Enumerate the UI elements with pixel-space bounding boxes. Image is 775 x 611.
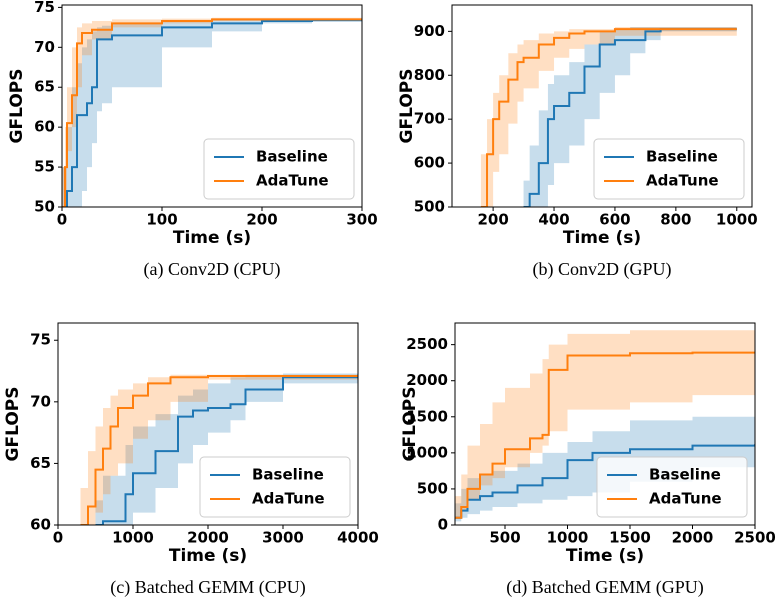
x-axis-label: Time (s) <box>173 228 251 248</box>
legend-box <box>199 456 351 518</box>
plot-area <box>62 17 362 207</box>
y-tick-label: 75 <box>30 331 51 349</box>
legend-label: Baseline <box>649 466 721 484</box>
legend: Baseline AdaTune <box>593 138 745 200</box>
x-tick-label: 1000 <box>716 211 758 229</box>
series-line <box>95 374 358 525</box>
subplot: 0 100 200 300 50 55 60 65 70 75 Time (s) GFLOPS (a) … <box>7 0 378 280</box>
y-tick-label: 1000 <box>406 443 448 461</box>
x-tick-label: 2500 <box>734 529 775 547</box>
axes-frame <box>454 322 756 526</box>
y-tick-label: 700 <box>414 110 445 128</box>
y-tick-label: 70 <box>34 38 55 56</box>
subplot: 500 1000 1500 2000 2500 0 500 1000 1500 2000 2500 T… <box>400 322 775 598</box>
y-tick-label: 1500 <box>406 407 448 425</box>
legend-label: AdaTune <box>256 172 329 190</box>
x-tick-label: 400 <box>538 211 569 229</box>
y-axis-label: GFLOPS <box>7 69 27 144</box>
x-tick-label: 3000 <box>262 529 304 547</box>
x-axis-label: Time (s) <box>566 546 644 566</box>
legend-label: AdaTune <box>649 490 722 508</box>
x-tick-label: 0 <box>57 211 67 229</box>
plot-area <box>80 372 358 525</box>
legend-label: AdaTune <box>646 172 719 190</box>
x-axis-label: Time (s) <box>563 228 641 248</box>
legend-label: Baseline <box>252 466 324 484</box>
x-tick-label: 1000 <box>547 529 589 547</box>
x-tick-label: 2000 <box>187 529 229 547</box>
legend-box <box>203 138 355 200</box>
y-axis-label: GFLOPS <box>3 387 23 462</box>
y-tick-label: 65 <box>34 78 55 96</box>
subplot: 200 400 600 800 1000 500 600 700 800 900 Time (s) G… <box>397 4 758 280</box>
legend-label: AdaTune <box>252 490 325 508</box>
y-tick-label: 70 <box>30 392 51 410</box>
series-line <box>62 19 362 207</box>
x-tick-label: 100 <box>146 211 177 229</box>
y-tick-label: 500 <box>417 479 448 497</box>
plot-area <box>480 22 737 207</box>
axes-frame <box>61 4 363 208</box>
range-band <box>95 372 358 525</box>
x-tick-label: 2000 <box>672 529 714 547</box>
legend-box <box>596 456 748 518</box>
y-tick-label: 65 <box>30 454 51 472</box>
series-line <box>523 28 737 207</box>
x-tick-label: 800 <box>660 211 691 229</box>
range-band <box>62 17 362 207</box>
x-tick-label: 200 <box>246 211 277 229</box>
x-axis-label: Time (s) <box>169 546 247 566</box>
y-tick-label: 50 <box>34 198 55 216</box>
x-tick-label: 1000 <box>112 529 154 547</box>
range-band <box>523 22 737 207</box>
y-tick-label: 600 <box>414 154 445 172</box>
y-axis-label: GFLOPS <box>397 69 417 144</box>
x-tick-label: 1500 <box>609 529 651 547</box>
y-axis-label: GFLOPS <box>400 387 420 462</box>
x-tick-label: 0 <box>53 529 63 547</box>
x-tick-label: 200 <box>477 211 508 229</box>
x-tick-label: 600 <box>599 211 630 229</box>
x-tick-label: 4000 <box>337 529 379 547</box>
x-tick-label: 300 <box>346 211 377 229</box>
series-line <box>80 374 358 525</box>
legend-label: Baseline <box>646 148 718 166</box>
caption: (c) Batched GEMM (CPU) <box>110 577 305 598</box>
legend: Baseline AdaTune <box>596 456 748 518</box>
axes-frame <box>451 4 753 208</box>
x-tick-label: 500 <box>489 529 520 547</box>
legend-label: Baseline <box>256 148 328 166</box>
y-tick-label: 2500 <box>406 335 448 353</box>
subplot: 0 1000 2000 3000 4000 60 65 70 75 Time (s) GFLOPS (… <box>3 322 379 598</box>
caption: (a) Conv2D (CPU) <box>144 259 281 280</box>
series-line <box>455 351 755 519</box>
y-tick-label: 0 <box>438 516 448 534</box>
caption: (b) Conv2D (GPU) <box>533 259 672 280</box>
y-tick-label: 800 <box>414 66 445 84</box>
legend-box <box>593 138 745 200</box>
y-tick-label: 60 <box>34 118 55 136</box>
range-band <box>80 373 358 525</box>
range-band <box>62 18 362 207</box>
y-tick-label: 900 <box>414 22 445 40</box>
series-line <box>62 18 362 207</box>
y-tick-label: 500 <box>414 198 445 216</box>
range-band <box>455 330 755 518</box>
plot-area <box>455 330 755 522</box>
y-tick-label: 60 <box>30 516 51 534</box>
y-tick-label: 2000 <box>406 371 448 389</box>
legend: Baseline AdaTune <box>199 456 351 518</box>
series-line <box>480 28 737 207</box>
caption: (d) Batched GEMM (GPU) <box>506 577 703 598</box>
y-tick-label: 55 <box>34 158 55 176</box>
legend: Baseline AdaTune <box>203 138 355 200</box>
y-tick-label: 75 <box>34 0 55 16</box>
